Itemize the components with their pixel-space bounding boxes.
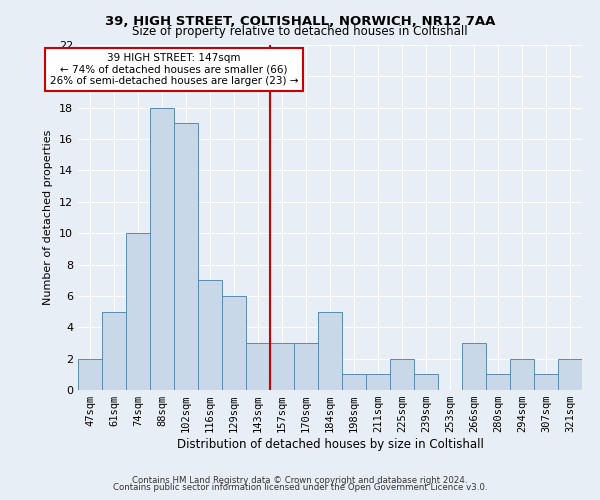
- Bar: [366, 374, 390, 390]
- Bar: [486, 374, 510, 390]
- Bar: [78, 358, 102, 390]
- Bar: [414, 374, 438, 390]
- Bar: [318, 312, 342, 390]
- X-axis label: Distribution of detached houses by size in Coltishall: Distribution of detached houses by size …: [176, 438, 484, 451]
- Bar: [150, 108, 174, 390]
- Bar: [246, 343, 270, 390]
- Bar: [534, 374, 558, 390]
- Bar: [294, 343, 318, 390]
- Text: 39 HIGH STREET: 147sqm
← 74% of detached houses are smaller (66)
26% of semi-det: 39 HIGH STREET: 147sqm ← 74% of detached…: [50, 53, 298, 86]
- Bar: [462, 343, 486, 390]
- Text: Contains public sector information licensed under the Open Government Licence v3: Contains public sector information licen…: [113, 484, 487, 492]
- Text: Size of property relative to detached houses in Coltishall: Size of property relative to detached ho…: [132, 25, 468, 38]
- Bar: [102, 312, 126, 390]
- Bar: [174, 124, 198, 390]
- Bar: [126, 233, 150, 390]
- Bar: [390, 358, 414, 390]
- Text: 39, HIGH STREET, COLTISHALL, NORWICH, NR12 7AA: 39, HIGH STREET, COLTISHALL, NORWICH, NR…: [105, 15, 495, 28]
- Bar: [198, 280, 222, 390]
- Bar: [510, 358, 534, 390]
- Bar: [222, 296, 246, 390]
- Bar: [342, 374, 366, 390]
- Text: Contains HM Land Registry data © Crown copyright and database right 2024.: Contains HM Land Registry data © Crown c…: [132, 476, 468, 485]
- Bar: [558, 358, 582, 390]
- Bar: [270, 343, 294, 390]
- Y-axis label: Number of detached properties: Number of detached properties: [43, 130, 53, 305]
